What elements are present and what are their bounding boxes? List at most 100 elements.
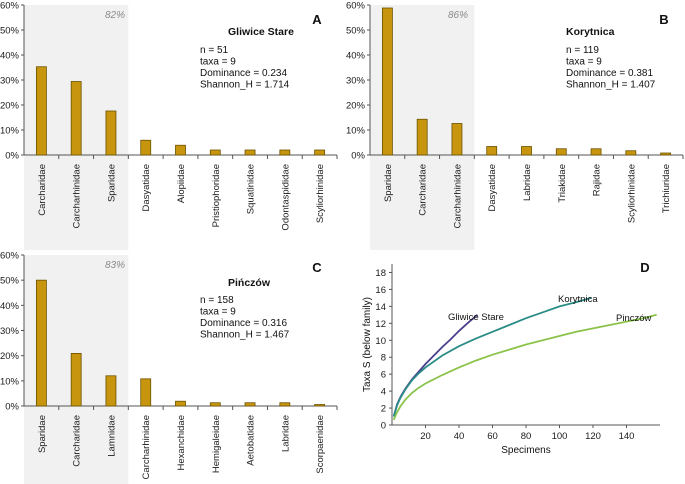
site-title: Korytnica — [566, 26, 615, 38]
category-label: Scyliorhinidae — [626, 164, 637, 223]
y-axis-label: Taxa S (below family) — [362, 297, 373, 392]
category-label: Hexanchidae — [176, 415, 187, 470]
panel-letter: C — [312, 260, 322, 275]
stat-line: taxa = 9 — [566, 57, 602, 68]
stat-line: Dominance = 0.234 — [200, 68, 287, 79]
bar — [70, 81, 82, 156]
panel-letter: B — [659, 12, 668, 27]
category-label: Aetobatidae — [246, 415, 257, 466]
y-tick-label: 0 — [381, 421, 386, 432]
bar — [314, 404, 326, 407]
y-tick-label: 20% — [0, 101, 20, 112]
stat-line: taxa = 9 — [200, 307, 236, 318]
y-tick-label: 14 — [375, 302, 386, 313]
y-tick-label: 30% — [346, 76, 366, 87]
category-label: Pristiophoridae — [211, 164, 222, 227]
bar — [175, 144, 186, 156]
dominance-percent-label: 86% — [448, 10, 468, 21]
stat-line: n = 51 — [200, 45, 229, 56]
bar — [590, 148, 602, 156]
y-tick-label: 20% — [0, 351, 20, 362]
y-tick-label: 40% — [0, 301, 20, 312]
category-label: Labridae — [522, 164, 533, 201]
stat-line: taxa = 9 — [200, 57, 236, 68]
bar — [521, 146, 532, 156]
y-tick-label: 2 — [381, 404, 386, 415]
site-title: Gliwice Stare — [228, 26, 294, 38]
category-label: Scyliorhinidae — [315, 164, 326, 223]
bar — [175, 400, 186, 407]
bar — [105, 110, 117, 156]
rarefaction-curve — [392, 297, 592, 417]
x-tick-label: 60 — [487, 431, 498, 442]
bar — [140, 378, 152, 407]
stat-line: Shannon_H = 1.714 — [200, 80, 290, 91]
series-label: Pinczów — [616, 313, 652, 324]
y-tick-label: 50% — [0, 26, 20, 37]
category-label: Odontaspididae — [280, 164, 291, 231]
y-tick-label: 16 — [375, 285, 386, 296]
category-label: Rajidae — [592, 164, 603, 196]
x-tick-label: 20 — [420, 431, 431, 442]
category-label: Dasyatidae — [487, 164, 498, 212]
site-title: Pińczów — [228, 277, 271, 289]
category-label: Labridae — [280, 415, 291, 452]
y-tick-label: 6 — [381, 370, 386, 381]
category-label: Carcharhinidae — [141, 415, 152, 479]
series-label: Gliwice Stare — [448, 312, 504, 323]
y-tick-label: 50% — [0, 276, 20, 287]
panel-letter: D — [640, 260, 649, 275]
category-label: Carcharidae — [37, 164, 48, 216]
y-tick-label: 30% — [0, 76, 20, 87]
bar — [381, 7, 393, 156]
category-label: Hemigaleidae — [211, 415, 222, 473]
bar — [625, 150, 637, 156]
bar — [209, 402, 221, 407]
bar — [451, 123, 463, 156]
x-tick-label: 40 — [454, 431, 465, 442]
bar — [660, 152, 672, 156]
bar — [555, 148, 567, 156]
category-label: Carcharidae — [418, 164, 429, 216]
bar — [35, 279, 47, 407]
y-tick-label: 12 — [375, 319, 386, 330]
bar — [35, 66, 47, 156]
stat-line: Dominance = 0.316 — [200, 318, 287, 329]
y-tick-label: 60% — [346, 1, 366, 12]
stat-line: Shannon_H = 1.407 — [566, 80, 656, 91]
y-tick-label: 4 — [381, 387, 386, 398]
y-tick-label: 18 — [375, 268, 386, 279]
category-label: Sparidae — [37, 415, 48, 453]
y-tick-label: 10% — [0, 376, 20, 387]
y-tick-label: 0% — [351, 151, 365, 162]
bar — [209, 149, 221, 156]
category-label: Scorpaenidae — [315, 415, 326, 474]
y-tick-label: 8 — [381, 353, 386, 364]
series-label: Korytnica — [558, 294, 598, 305]
bar — [105, 375, 117, 407]
bar — [279, 149, 291, 156]
x-tick-label: 120 — [585, 431, 601, 442]
category-label: Triakidae — [557, 164, 568, 203]
bar — [416, 118, 428, 156]
category-label: Dasyatidae — [141, 164, 152, 212]
y-tick-label: 10% — [0, 126, 20, 137]
category-label: Alopiidae — [176, 164, 187, 203]
x-tick-label: 80 — [521, 431, 532, 442]
y-tick-label: 60% — [0, 251, 20, 262]
y-tick-label: 0% — [5, 402, 19, 413]
y-tick-label: 50% — [346, 26, 366, 37]
stat-line: n = 119 — [566, 45, 599, 56]
bar — [314, 149, 326, 156]
y-tick-label: 0% — [5, 151, 19, 162]
bar — [70, 353, 82, 407]
bar — [140, 139, 152, 156]
x-axis-label: Specimens — [501, 445, 550, 456]
bar — [244, 149, 256, 156]
y-tick-label: 10 — [375, 336, 386, 347]
category-label: Carcharhinidae — [452, 164, 463, 228]
y-tick-label: 60% — [0, 1, 20, 12]
x-tick-label: 140 — [619, 431, 635, 442]
category-label: Carcharidae — [72, 415, 83, 467]
